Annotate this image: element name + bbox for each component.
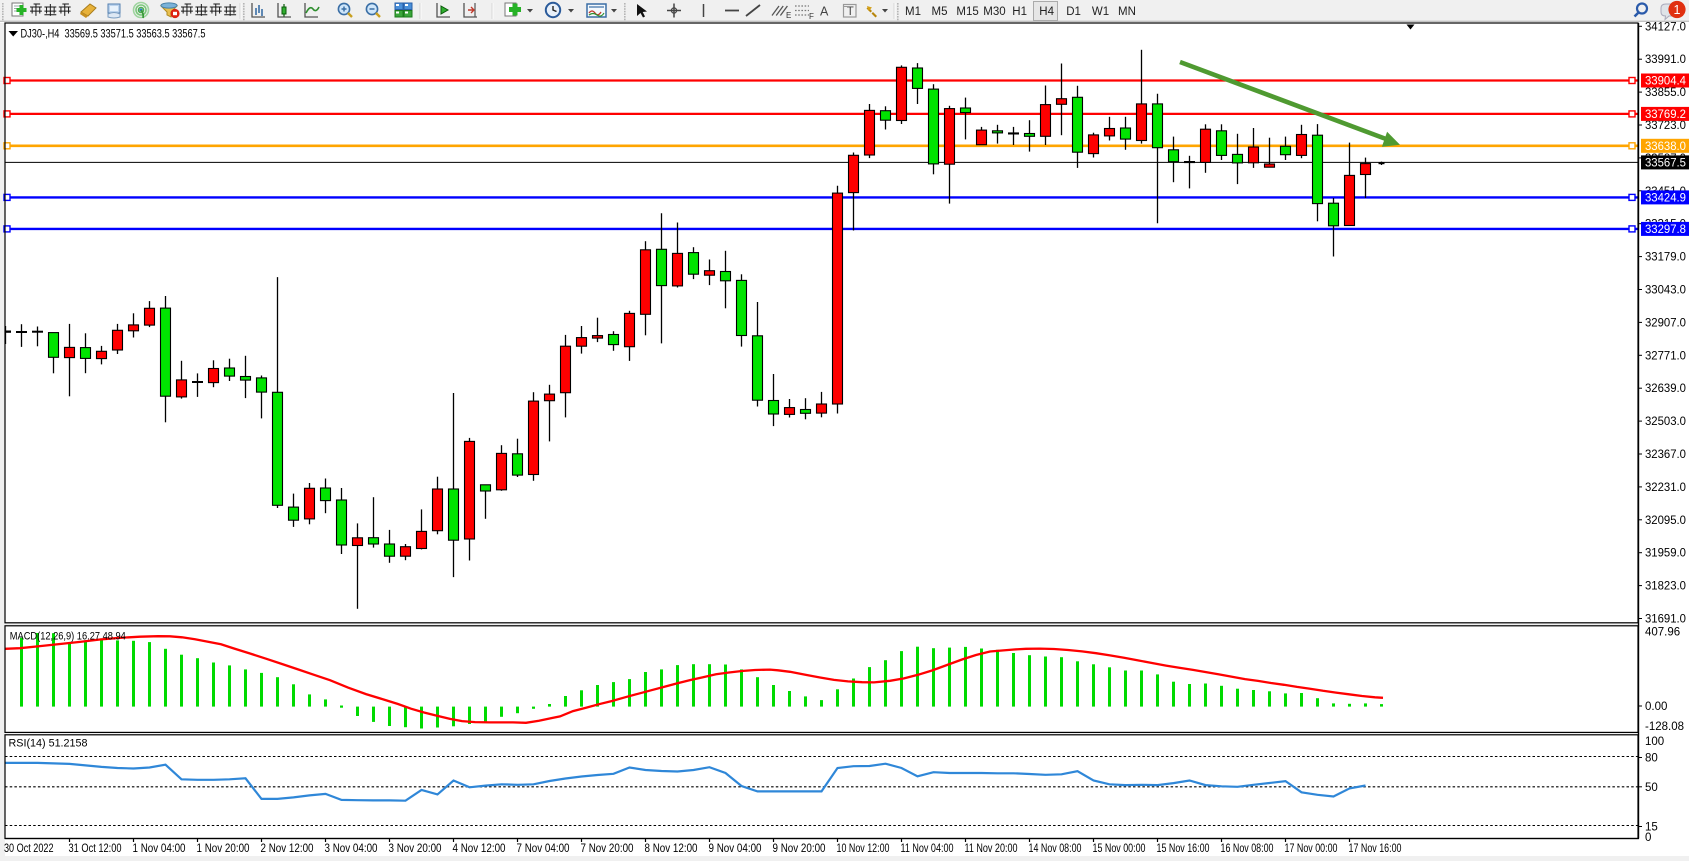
svg-text:32503.0: 32503.0 <box>1645 416 1686 428</box>
svg-text:T: T <box>847 6 854 18</box>
svg-text:DJ30-,H4 33569.5 33571.5 3356: DJ30-,H4 33569.5 33571.5 33563.5 33567.5 <box>21 27 206 41</box>
svg-text:14 Nov 08:00: 14 Nov 08:00 <box>1029 843 1082 855</box>
svg-text:32231.0: 32231.0 <box>1645 482 1686 494</box>
svg-text:33991.0: 33991.0 <box>1645 54 1686 66</box>
svg-text:33904.4: 33904.4 <box>1645 76 1687 88</box>
svg-text:4 Nov 12:00: 4 Nov 12:00 <box>453 843 506 855</box>
svg-text:33043.0: 33043.0 <box>1645 285 1686 297</box>
svg-text:33567.5: 33567.5 <box>1645 157 1686 169</box>
svg-text:15 Nov 00:00: 15 Nov 00:00 <box>1093 843 1146 855</box>
svg-text:17 Nov 16:00: 17 Nov 16:00 <box>1349 843 1402 855</box>
svg-text:RSI(14) 51.2158: RSI(14) 51.2158 <box>9 738 88 750</box>
svg-text:80: 80 <box>1645 753 1658 765</box>
svg-text:7 Nov 20:00: 7 Nov 20:00 <box>581 843 634 855</box>
svg-text:32771.0: 32771.0 <box>1645 350 1686 362</box>
svg-text:10 Nov 12:00: 10 Nov 12:00 <box>837 843 890 855</box>
svg-text:M30: M30 <box>983 6 1005 18</box>
svg-text:0: 0 <box>1645 832 1651 844</box>
svg-text:3 Nov 04:00: 3 Nov 04:00 <box>325 843 378 855</box>
svg-text:15 Nov 16:00: 15 Nov 16:00 <box>1157 843 1210 855</box>
svg-text:33179.0: 33179.0 <box>1645 252 1686 264</box>
svg-text:17 Nov 00:00: 17 Nov 00:00 <box>1285 843 1338 855</box>
svg-text:32095.0: 32095.0 <box>1645 515 1686 527</box>
svg-text:9 Nov 04:00: 9 Nov 04:00 <box>709 843 762 855</box>
svg-text:32367.0: 32367.0 <box>1645 449 1686 461</box>
svg-text:E: E <box>786 11 791 20</box>
svg-text:8 Nov 12:00: 8 Nov 12:00 <box>645 843 698 855</box>
svg-text:MACD(12,26,9) 16.27 48.94: MACD(12,26,9) 16.27 48.94 <box>10 631 126 643</box>
svg-text:11 Nov 20:00: 11 Nov 20:00 <box>965 843 1018 855</box>
svg-text:32907.0: 32907.0 <box>1645 317 1686 329</box>
svg-text:31823.0: 31823.0 <box>1645 581 1686 593</box>
svg-text:7 Nov 04:00: 7 Nov 04:00 <box>517 843 570 855</box>
svg-text:H4: H4 <box>1039 6 1054 18</box>
svg-text:31691.0: 31691.0 <box>1645 614 1686 626</box>
svg-text:50: 50 <box>1645 782 1658 794</box>
svg-text:100: 100 <box>1645 736 1664 748</box>
svg-text:0.00: 0.00 <box>1645 701 1667 713</box>
svg-text:33424.9: 33424.9 <box>1645 192 1686 204</box>
svg-text:M1: M1 <box>905 6 921 18</box>
svg-text:31959.0: 31959.0 <box>1645 548 1686 560</box>
svg-text:34127.0: 34127.0 <box>1645 21 1686 33</box>
svg-text:31 Oct 12:00: 31 Oct 12:00 <box>69 843 122 855</box>
svg-text:9 Nov 20:00: 9 Nov 20:00 <box>773 843 826 855</box>
svg-text:MN: MN <box>1118 6 1136 18</box>
svg-text:3 Nov 20:00: 3 Nov 20:00 <box>389 843 442 855</box>
svg-text:A: A <box>820 5 829 19</box>
svg-text:33769.2: 33769.2 <box>1645 109 1686 121</box>
svg-text:16 Nov 08:00: 16 Nov 08:00 <box>1221 843 1274 855</box>
svg-text:32639.0: 32639.0 <box>1645 383 1686 395</box>
svg-text:33638.0: 33638.0 <box>1645 141 1686 153</box>
svg-text:33723.0: 33723.0 <box>1645 120 1686 132</box>
svg-text:H1: H1 <box>1012 6 1027 18</box>
svg-text:M15: M15 <box>956 6 978 18</box>
svg-text:M5: M5 <box>932 6 948 18</box>
svg-text:W1: W1 <box>1092 6 1109 18</box>
svg-text:33855.0: 33855.0 <box>1645 87 1686 99</box>
svg-text:2 Nov 12:00: 2 Nov 12:00 <box>261 843 314 855</box>
svg-text:F: F <box>809 12 814 21</box>
svg-text:33297.8: 33297.8 <box>1645 224 1686 236</box>
svg-text:1 Nov 20:00: 1 Nov 20:00 <box>197 843 250 855</box>
svg-text:1: 1 <box>1674 3 1681 17</box>
svg-text:-128.08: -128.08 <box>1645 721 1684 733</box>
svg-text:D1: D1 <box>1066 6 1081 18</box>
svg-text:30 Oct 2022: 30 Oct 2022 <box>4 843 54 855</box>
svg-text:15: 15 <box>1645 822 1658 834</box>
svg-text:407.96: 407.96 <box>1645 627 1680 639</box>
svg-text:11 Nov 04:00: 11 Nov 04:00 <box>901 843 954 855</box>
svg-text:1 Nov 04:00: 1 Nov 04:00 <box>133 843 186 855</box>
